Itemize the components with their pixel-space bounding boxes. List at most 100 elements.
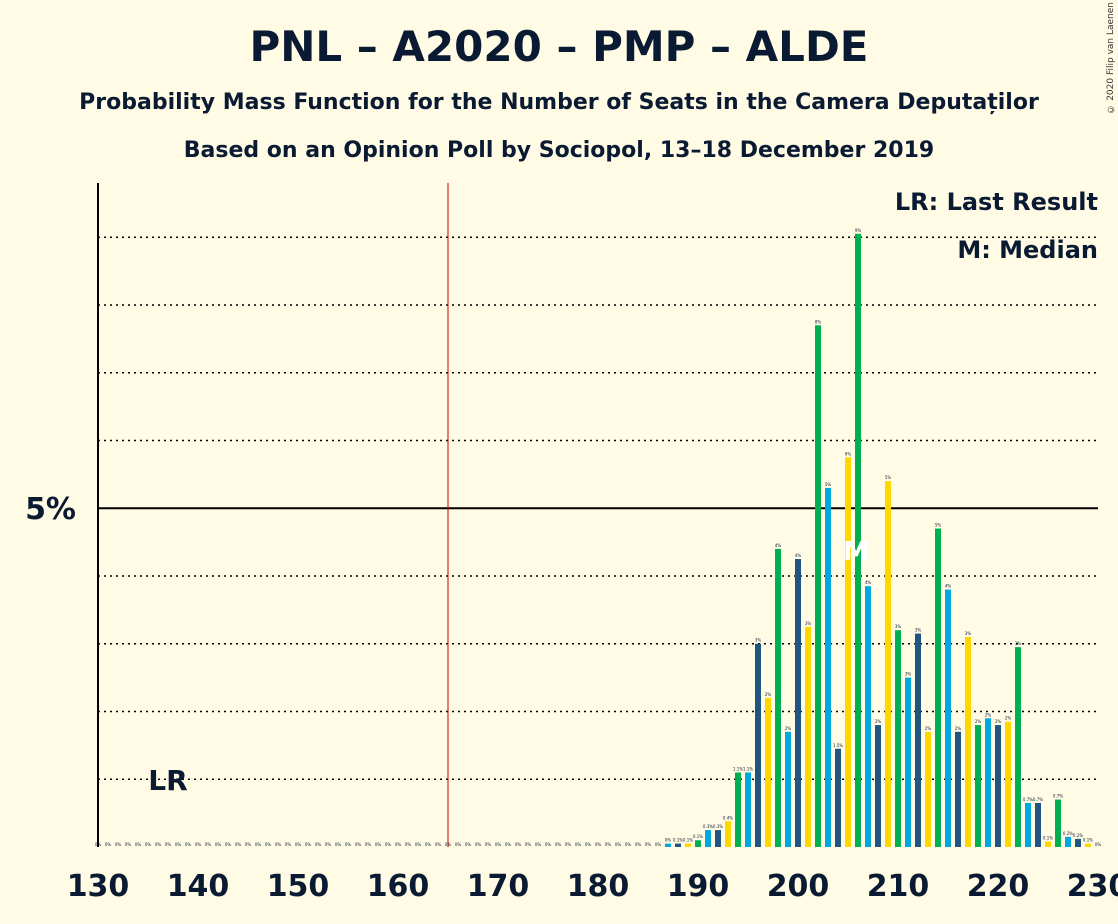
bar-label-197: 2%	[765, 692, 772, 697]
zero-label: 0%	[605, 842, 612, 847]
zero-label: 0%	[585, 842, 592, 847]
zero-label: 0%	[175, 842, 182, 847]
zero-label: 0%	[275, 842, 282, 847]
bar-197	[765, 697, 771, 847]
bar-label-228: 0.2%	[1073, 833, 1083, 838]
bar-199	[785, 731, 791, 847]
chart-title: PNL – A2020 – PMP – ALDE	[249, 22, 869, 71]
bar-label-190: 0.1%	[693, 834, 703, 839]
bar-label-187: 0%	[665, 838, 672, 843]
zero-label: 0%	[375, 842, 382, 847]
chart-subtitle-poll: Based on an Opinion Poll by Sociopol, 13…	[183, 138, 935, 163]
x-tick-label: 140	[167, 869, 230, 904]
zero-label: 0%	[265, 842, 272, 847]
bar-label-217: 3%	[965, 631, 972, 636]
bar-label-220: 2%	[995, 719, 1002, 724]
gridlines	[98, 183, 1098, 847]
x-tick-label: 200	[767, 869, 830, 904]
bar-195	[745, 772, 751, 847]
bar-label-222: 3%	[1015, 641, 1022, 646]
zero-label: 0%	[475, 842, 482, 847]
bar-label-213: 2%	[925, 726, 932, 731]
zero-label: 0%	[185, 842, 192, 847]
zero-label: 0%	[445, 842, 452, 847]
zero-label: 0%	[285, 842, 292, 847]
zero-label: 0%	[1095, 842, 1102, 847]
zero-label: 0%	[415, 842, 422, 847]
zero-label: 0%	[545, 842, 552, 847]
bar-label-194: 1.1%	[733, 766, 743, 771]
bar-222	[1015, 647, 1021, 847]
bar-204	[835, 748, 841, 847]
bar-205	[845, 457, 851, 847]
zero-label: 0%	[645, 842, 652, 847]
zero-label: 0%	[105, 842, 112, 847]
bar-224	[1035, 802, 1041, 847]
zero-label: 0%	[135, 842, 142, 847]
bar-label-199: 2%	[785, 726, 792, 731]
bar-label-204: 1.5%	[833, 743, 843, 748]
bar-227	[1065, 836, 1071, 847]
bar-211	[905, 677, 911, 847]
bar-label-196: 3%	[755, 638, 762, 643]
bar-label-206: 9%	[855, 228, 862, 233]
zero-label: 0%	[615, 842, 622, 847]
bar-225	[1045, 841, 1051, 847]
bar-label-192: 0.3%	[713, 824, 723, 829]
bar-label-226: 0.7%	[1053, 794, 1063, 799]
bar-207	[865, 586, 871, 847]
bar-201	[805, 626, 811, 847]
bar-label-218: 2%	[975, 719, 982, 724]
zero-label: 0%	[655, 842, 662, 847]
x-tick-label: 130	[67, 869, 130, 904]
bar-label-191: 0.3%	[703, 824, 713, 829]
bar-label-195: 1.1%	[743, 766, 753, 771]
axes: 5% 130 140 150 160 170 180 190 200 210 220 230	[25, 183, 1118, 904]
bar-216	[955, 731, 961, 847]
zero-label: 0%	[305, 842, 312, 847]
zero-label: 0%	[325, 842, 332, 847]
zero-label: 0%	[595, 842, 602, 847]
bar-189	[685, 843, 691, 847]
bar-191	[705, 830, 711, 847]
bar-label-221: 2%	[1005, 716, 1012, 721]
zero-label: 0%	[495, 842, 502, 847]
annotation-marks: LR M	[148, 537, 869, 797]
zero-label: 0%	[465, 842, 472, 847]
bar-208	[875, 725, 881, 847]
zero-label: 0%	[385, 842, 392, 847]
zero-label: 0%	[195, 842, 202, 847]
bar-label-223: 0.7%	[1023, 797, 1033, 802]
zero-label: 0%	[365, 842, 372, 847]
bar-label-227: 0.2%	[1063, 831, 1073, 836]
bar-label-214: 5%	[935, 523, 942, 528]
zero-label: 0%	[235, 842, 242, 847]
zero-label: 0%	[145, 842, 152, 847]
zero-label: 0%	[205, 842, 212, 847]
x-tick-label: 190	[667, 869, 730, 904]
zero-label: 0%	[575, 842, 582, 847]
zero-label: 0%	[485, 842, 492, 847]
bar-label-200: 4%	[795, 553, 802, 558]
median-mark: M	[843, 537, 869, 567]
bar-label-216: 2%	[955, 726, 962, 731]
x-tick-label: 180	[567, 869, 630, 904]
bar-221	[1005, 721, 1011, 847]
bar-210	[895, 630, 901, 847]
bar-220	[995, 725, 1001, 847]
zero-label: 0%	[245, 842, 252, 847]
bar-label-212: 3%	[915, 628, 922, 633]
zero-label: 0%	[635, 842, 642, 847]
zero-label: 0%	[165, 842, 172, 847]
zero-label: 0%	[125, 842, 132, 847]
bar-190	[695, 840, 701, 847]
zero-label: 0%	[345, 842, 352, 847]
bar-label-209: 5%	[885, 475, 892, 480]
zero-label: 0%	[405, 842, 412, 847]
bar-label-210: 3%	[895, 624, 902, 629]
bar-209	[885, 481, 891, 847]
zero-label: 0%	[625, 842, 632, 847]
zero-label: 0%	[115, 842, 122, 847]
zero-label: 0%	[565, 842, 572, 847]
